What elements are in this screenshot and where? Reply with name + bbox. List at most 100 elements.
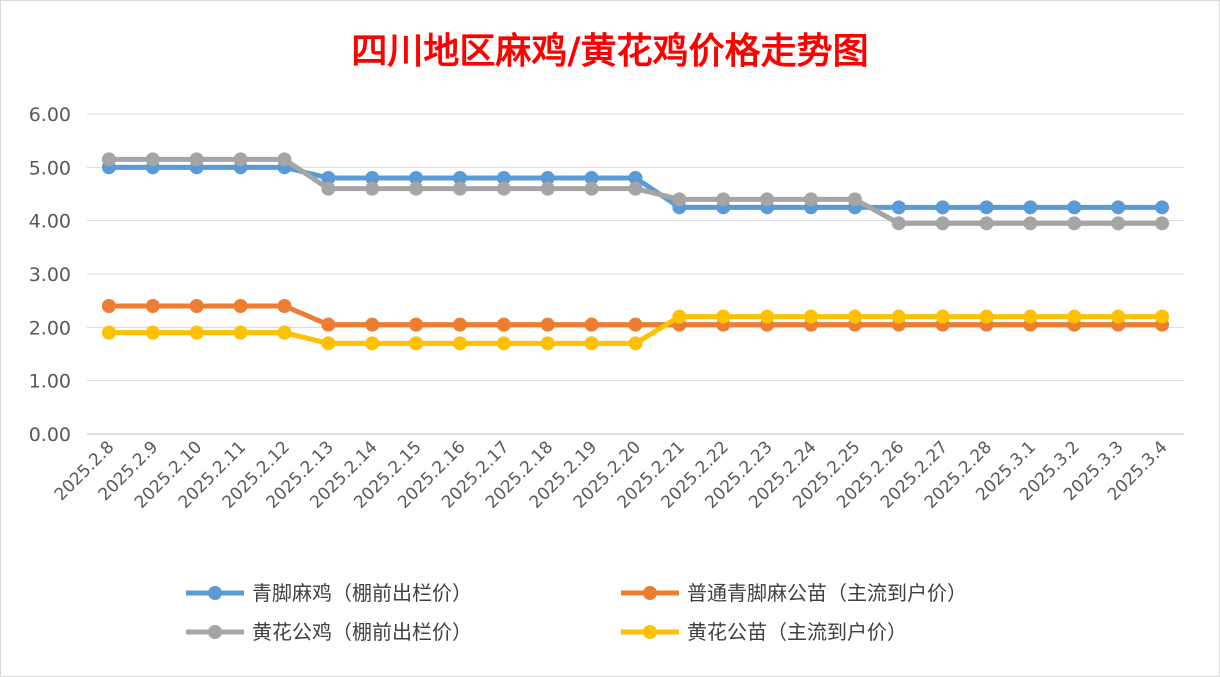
- data-point: [365, 317, 380, 332]
- data-point: [189, 325, 204, 340]
- data-point: [1023, 216, 1038, 231]
- chart-title: 四川地区麻鸡/黄花鸡价格走势图: [351, 30, 868, 72]
- data-point: [584, 181, 599, 196]
- data-point: [496, 171, 511, 185]
- data-point: [1111, 309, 1126, 324]
- data-point: [979, 200, 994, 215]
- data-point: [101, 152, 116, 167]
- data-point: [496, 336, 511, 351]
- legend-label: 黄花公苗（主流到户价）: [687, 620, 907, 644]
- data-point: [760, 192, 775, 207]
- data-point: [233, 152, 248, 167]
- data-point: [452, 181, 467, 196]
- data-point: [891, 200, 906, 215]
- legend-item: 黄花公苗（主流到户价）: [621, 620, 907, 644]
- data-point: [189, 299, 204, 313]
- data-point: [496, 181, 511, 196]
- data-point: [365, 336, 380, 351]
- data-point: [584, 317, 599, 332]
- data-point: [145, 152, 160, 167]
- data-point: [321, 181, 336, 196]
- series-group: [101, 152, 1170, 351]
- data-point: [891, 216, 906, 231]
- data-point: [935, 309, 950, 324]
- series-4: [101, 309, 1170, 351]
- data-point: [145, 299, 160, 313]
- legend: 青脚麻鸡（棚前出栏价） 普通青脚麻公苗（主流到户价） 黄花公鸡（棚前出栏价） 黄花公苗…: [186, 581, 967, 644]
- y-tick-label: 1.00: [29, 371, 71, 393]
- data-point: [277, 152, 292, 167]
- data-point: [628, 171, 643, 185]
- data-point: [540, 336, 555, 351]
- data-point: [672, 192, 687, 207]
- data-point: [979, 309, 994, 324]
- y-tick-label: 3.00: [29, 264, 71, 286]
- y-tick-label: 2.00: [29, 317, 71, 339]
- y-axis-ticks: 0.00 1.00 2.00 3.00 4.00 5.00 6.00: [29, 104, 71, 446]
- data-point: [540, 171, 555, 185]
- data-point: [1023, 309, 1038, 324]
- data-point: [1067, 309, 1082, 324]
- data-point: [452, 336, 467, 351]
- data-point: [452, 171, 467, 185]
- data-point: [145, 325, 160, 340]
- data-point: [101, 325, 116, 340]
- data-point: [1111, 200, 1126, 215]
- data-point: [365, 171, 380, 185]
- data-point: [189, 152, 204, 167]
- data-point: [409, 336, 424, 351]
- data-point: [409, 171, 424, 185]
- data-point: [540, 181, 555, 196]
- data-point: [891, 309, 906, 324]
- legend-item: 黄花公鸡（棚前出栏价）: [186, 620, 472, 644]
- data-point: [409, 317, 424, 332]
- data-point: [628, 317, 643, 332]
- legend-swatch-marker: [643, 625, 657, 639]
- legend-swatch-marker: [643, 586, 657, 600]
- y-tick-label: 0.00: [29, 424, 71, 446]
- data-point: [233, 325, 248, 340]
- data-point: [233, 299, 248, 313]
- data-point: [847, 309, 862, 324]
- data-point: [628, 336, 643, 351]
- data-point: [1155, 216, 1170, 231]
- y-tick-label: 4.00: [29, 211, 71, 233]
- data-point: [277, 325, 292, 340]
- data-point: [1067, 200, 1082, 215]
- data-point: [496, 317, 511, 332]
- data-point: [1067, 216, 1082, 231]
- legend-item: 青脚麻鸡（棚前出栏价）: [186, 581, 472, 605]
- legend-label: 青脚麻鸡（棚前出栏价）: [252, 581, 472, 605]
- data-point: [935, 216, 950, 231]
- gridlines: [87, 113, 1184, 435]
- data-point: [1155, 200, 1170, 215]
- data-point: [409, 181, 424, 196]
- data-point: [672, 309, 687, 324]
- legend-item: 普通青脚麻公苗（主流到户价）: [621, 581, 967, 605]
- data-point: [1111, 216, 1126, 231]
- data-point: [321, 336, 336, 351]
- data-point: [584, 171, 599, 185]
- legend-label: 黄花公鸡（棚前出栏价）: [252, 620, 472, 644]
- data-point: [804, 192, 819, 207]
- series-3: [101, 152, 1170, 231]
- y-tick-label: 6.00: [29, 104, 71, 126]
- data-point: [847, 192, 862, 207]
- data-point: [979, 216, 994, 231]
- data-point: [540, 317, 555, 332]
- data-point: [716, 192, 731, 207]
- data-point: [584, 336, 599, 351]
- data-point: [935, 200, 950, 215]
- data-point: [804, 309, 819, 324]
- data-point: [321, 171, 336, 185]
- data-point: [1023, 200, 1038, 215]
- data-point: [452, 317, 467, 332]
- data-point: [760, 309, 775, 324]
- data-point: [365, 181, 380, 196]
- data-point: [628, 181, 643, 196]
- series-2: [101, 299, 1170, 332]
- data-point: [101, 299, 116, 313]
- legend-swatch-marker: [208, 625, 222, 639]
